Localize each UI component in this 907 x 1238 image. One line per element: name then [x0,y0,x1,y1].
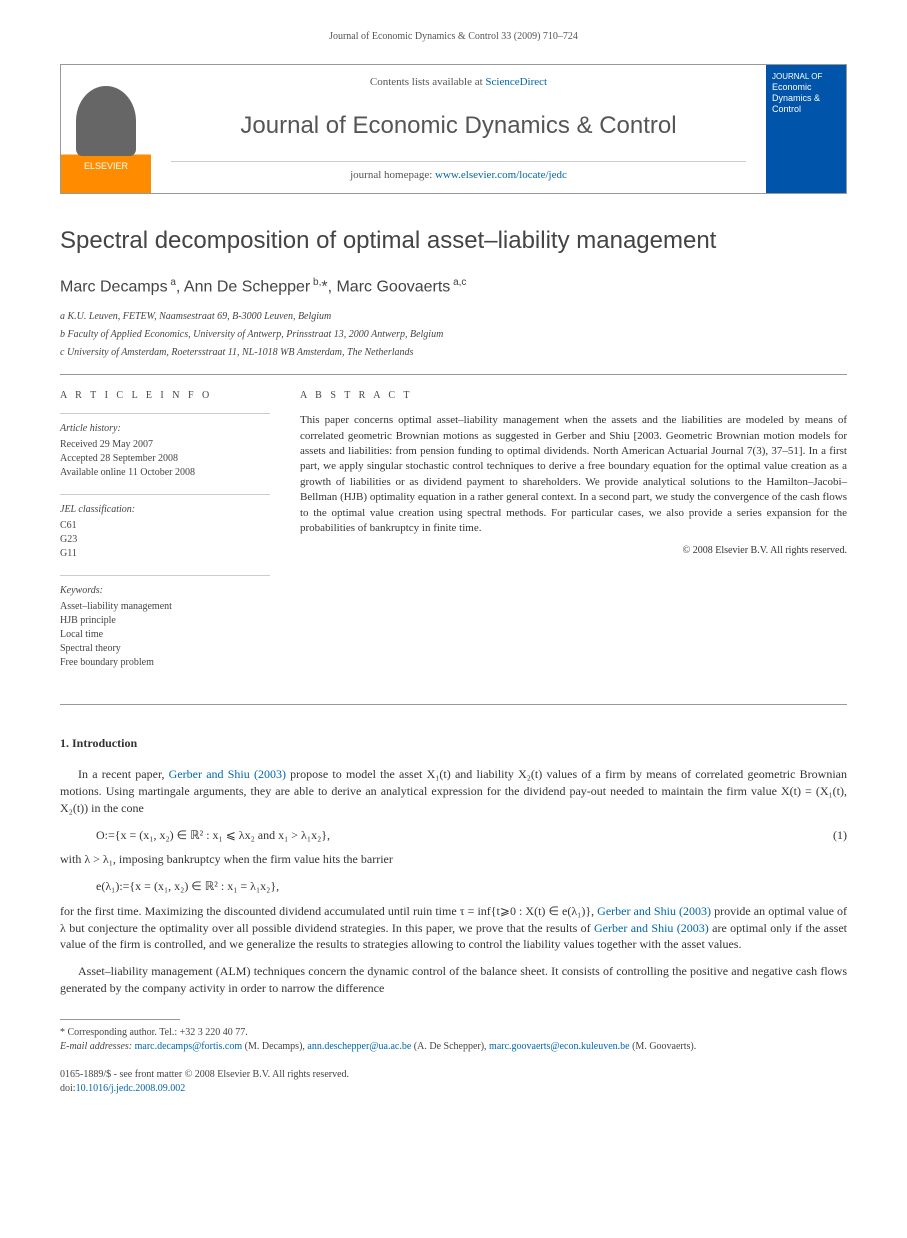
footnote-rule [60,1019,180,1020]
elsevier-tree-icon [76,86,136,156]
keyword: HJB principle [60,614,270,628]
journal-header-center: Contents lists available at ScienceDirec… [151,65,766,193]
ref-gerber-shiu-2003[interactable]: Gerber and Shiu (2003) [594,921,709,935]
history-block: Article history: Received 29 May 2007Acc… [60,413,270,480]
affiliation: c University of Amsterdam, Roetersstraat… [60,346,847,360]
history-line: Accepted 28 September 2008 [60,452,270,466]
keyword: Local time [60,628,270,642]
elsevier-label: ELSEVIER [84,160,128,173]
history-line: Received 29 May 2007 [60,438,270,452]
para1-a: In a recent paper, [78,767,169,781]
ref-gerber-shiu-2003[interactable]: Gerber and Shiu (2003) [169,767,286,781]
article-info: A R T I C L E I N F O Article history: R… [60,389,270,684]
abstract-copyright: © 2008 Elsevier B.V. All rights reserved… [300,544,847,558]
elsevier-logo: ELSEVIER [61,65,151,193]
keywords-block: Keywords: Asset–liability managementHJB … [60,575,270,670]
cover-label-1: JOURNAL OF [772,71,840,82]
sciencedirect-link[interactable]: ScienceDirect [485,76,547,88]
email-link[interactable]: ann.deschepper@ua.ac.be [307,1041,411,1052]
jel-label: JEL classification: [60,503,270,517]
equation-1-number: (1) [807,827,847,844]
equation-1: O:={x = (x₁, x₂) ∈ ℝ² : x₁ ⩽ λx₂ and x₁ … [96,827,847,844]
bottom-info: 0165-1889/$ - see front matter © 2008 El… [60,1068,847,1096]
email-link[interactable]: marc.goovaerts@econ.kuleuven.be [489,1041,630,1052]
journal-homepage-line: journal homepage: www.elsevier.com/locat… [171,161,746,183]
intro-para-3: for the first time. Maximizing the disco… [60,903,847,953]
keywords-label: Keywords: [60,584,270,598]
abstract: A B S T R A C T This paper concerns opti… [300,389,847,684]
intro-para-1: In a recent paper, Gerber and Shiu (2003… [60,766,847,816]
homepage-link[interactable]: www.elsevier.com/locate/jedc [435,169,567,181]
contents-prefix: Contents lists available at [370,76,485,88]
history-label: Article history: [60,422,270,436]
equation-2-body: e(λ₁):={x = (x₁, x₂) ∈ ℝ² : x₁ = λ₁x₂}, [96,878,847,895]
info-abstract-row: A R T I C L E I N F O Article history: R… [60,389,847,684]
homepage-prefix: journal homepage: [350,169,435,181]
ref-gerber-shiu-2003[interactable]: Gerber and Shiu (2003) [597,904,711,918]
email-link[interactable]: marc.decamps@fortis.com [135,1041,243,1052]
doi-line: doi:10.1016/j.jedc.2008.09.002 [60,1082,847,1096]
intro-para-4: Asset–liability management (ALM) techniq… [60,963,847,997]
issn-line: 0165-1889/$ - see front matter © 2008 El… [60,1068,847,1082]
cover-label-2: Economic Dynamics & Control [772,82,840,114]
divider [60,374,847,375]
doi-label: doi: [60,1083,76,1094]
contents-line: Contents lists available at ScienceDirec… [171,75,746,90]
abstract-text: This paper concerns optimal asset–liabil… [300,413,847,536]
equation-2: e(λ₁):={x = (x₁, x₂) ∈ ℝ² : x₁ = λ₁x₂}, [96,878,847,895]
divider [60,704,847,705]
keyword: Free boundary problem [60,656,270,670]
doi-link[interactable]: 10.1016/j.jedc.2008.09.002 [76,1083,186,1094]
history-line: Available online 11 October 2008 [60,466,270,480]
section-1-heading: 1. Introduction [60,735,847,752]
keyword: Asset–liability management [60,600,270,614]
email-addresses: E-mail addresses: marc.decamps@fortis.co… [60,1040,847,1054]
para3-a: for the first time. Maximizing the disco… [60,904,597,918]
cover-thumbnail: JOURNAL OF Economic Dynamics & Control [766,65,846,193]
intro-para-2: with λ > λ₁, imposing bankruptcy when th… [60,851,847,868]
equation-1-body: O:={x = (x₁, x₂) ∈ ℝ² : x₁ ⩽ λx₂ and x₁ … [96,827,807,844]
jel-block: JEL classification: C61G23G11 [60,494,270,561]
footnotes: * Corresponding author. Tel.: +32 3 220 … [60,1026,847,1054]
keyword: Spectral theory [60,642,270,656]
journal-header: ELSEVIER Contents lists available at Sci… [60,64,847,194]
jel-code: G23 [60,533,270,547]
email-label: E-mail addresses: [60,1041,135,1052]
jel-code: C61 [60,519,270,533]
corresponding-author: * Corresponding author. Tel.: +32 3 220 … [60,1026,847,1040]
email-who: (M. Goovaerts). [630,1041,697,1052]
article-title: Spectral decomposition of optimal asset–… [60,224,847,258]
authors: Marc Decamps a, Ann De Schepper b,*, Mar… [60,276,847,299]
journal-title: Journal of Economic Dynamics & Control [171,109,746,143]
affiliation: a K.U. Leuven, FETEW, Naamsestraat 69, B… [60,310,847,324]
abstract-heading: A B S T R A C T [300,389,847,403]
jel-code: G11 [60,547,270,561]
email-who: (M. Decamps), [242,1041,307,1052]
article-info-heading: A R T I C L E I N F O [60,389,270,403]
email-who: (A. De Schepper), [411,1041,489,1052]
affiliation: b Faculty of Applied Economics, Universi… [60,328,847,342]
running-head: Journal of Economic Dynamics & Control 3… [60,30,847,44]
